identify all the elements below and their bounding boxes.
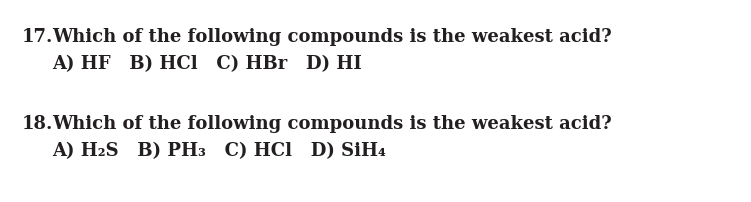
Text: A) HF   B) HCl   C) HBr   D) HI: A) HF B) HCl C) HBr D) HI [52,55,362,73]
Text: A) H₂S   B) PH₃   C) HCl   D) SiH₄: A) H₂S B) PH₃ C) HCl D) SiH₄ [52,142,386,160]
Text: Which of the following compounds is the weakest acid?: Which of the following compounds is the … [52,115,611,133]
Text: 17.: 17. [22,28,53,46]
Text: Which of the following compounds is the weakest acid?: Which of the following compounds is the … [52,28,611,46]
Text: 18.: 18. [22,115,53,133]
